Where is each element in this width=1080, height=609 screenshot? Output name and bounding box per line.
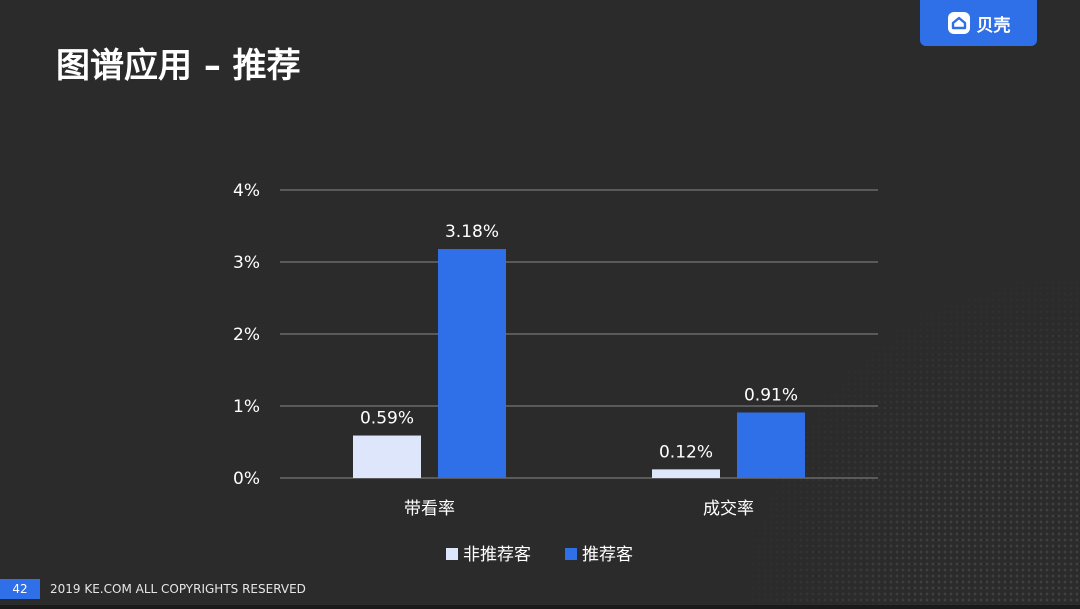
- bar: [737, 412, 805, 478]
- y-tick-label: 2%: [233, 325, 260, 345]
- y-tick-label: 0%: [233, 469, 260, 489]
- y-tick-label: 3%: [233, 253, 260, 273]
- bar: [652, 469, 720, 478]
- legend-swatch: [565, 548, 577, 560]
- ke-logo-icon: [947, 12, 970, 34]
- x-tick-label: 带看率: [404, 499, 455, 519]
- logo-text: 贝壳: [976, 15, 1011, 36]
- legend-label: 非推荐客: [463, 545, 531, 565]
- y-tick-label: 1%: [233, 397, 260, 417]
- x-tick-label: 成交率: [703, 499, 754, 519]
- page-title: 图谱应用 – 推荐: [56, 46, 301, 86]
- brand-logo: 贝壳: [920, 0, 1037, 46]
- copyright-text: 2019 KE.COM ALL COPYRIGHTS RESERVED: [50, 582, 306, 596]
- bar: [353, 435, 421, 478]
- data-label: 3.18%: [445, 222, 499, 242]
- data-label: 0.91%: [744, 385, 798, 405]
- bar: [438, 249, 506, 478]
- data-label: 0.59%: [360, 409, 414, 429]
- bottom-divider: [0, 605, 1080, 609]
- data-label: 0.12%: [659, 442, 713, 462]
- y-tick-label: 4%: [233, 181, 260, 201]
- legend-label: 推荐客: [582, 545, 633, 565]
- legend-swatch: [446, 548, 458, 560]
- page-number: 42: [0, 579, 40, 599]
